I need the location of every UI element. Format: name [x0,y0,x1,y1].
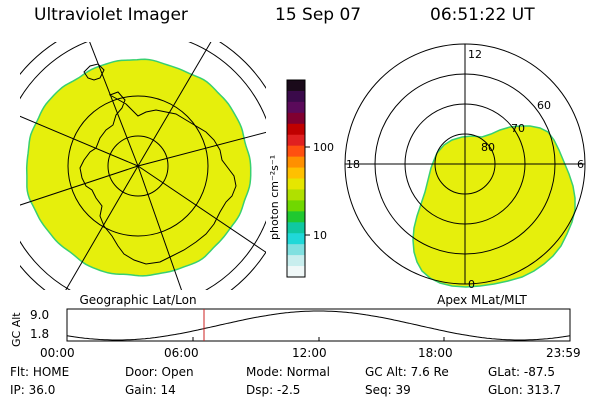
status-flt: Flt: HOME [10,365,70,379]
colorbar-tick-label-10: 10 [313,229,327,242]
apex-panel-label: Apex MLat/MLT [437,293,527,307]
status-glat: GLat: -87.5 [488,365,555,379]
date-label: 15 Sep 07 [275,5,362,25]
colorbar-unit-label: photon cm⁻²s⁻¹ [268,155,281,240]
altitude-y-tick-9: 9.0 [30,308,49,322]
status-gain: Gain: 14 [125,383,176,397]
colorbar-cells [287,80,305,278]
altitude-y-tick-1-8: 1.8 [30,327,49,341]
status-glon: GLon: 313.7 [488,383,561,397]
altitude-plot-frame [66,308,571,342]
colorbar-cell [287,90,305,103]
colorbar-tick-label-100: 100 [313,141,334,154]
status-ip: IP: 36.0 [10,383,56,397]
status-seq: Seq: 39 [365,383,411,397]
colorbar-cell [287,156,305,169]
altitude-y-label: GC Alt [10,312,23,347]
apex-mlt-label-6: 6 [577,158,584,171]
geo-meridians [20,42,266,290]
colorbar-cell [287,178,305,190]
colorbar-cell [287,233,305,245]
colorbar-cell [287,101,305,114]
apex-mlt-label-12: 12 [468,48,482,61]
colorbar-cell [287,80,305,92]
time-label: 06:51:22 UT [430,5,535,25]
colorbar-cell [287,134,305,147]
geo-coastline-peninsula [83,63,105,81]
apex-lat-label-80: 80 [481,141,495,154]
status-gc-alt: GC Alt: 7.6 Re [365,365,449,379]
colorbar-cell [287,266,305,278]
instrument-title: Ultraviolet Imager [34,5,188,25]
altitude-x-tick-label-12: 12:00 [292,346,327,360]
geo-lat-circle-2 [67,95,209,237]
altitude-x-tick-label-6: 06:00 [164,346,199,360]
altitude-x-tick-label-18: 18:00 [418,346,453,360]
colorbar-cell [287,167,305,179]
status-door: Door: Open [125,365,194,379]
colorbar-cell [287,211,305,223]
apex-mlt-label-18: 18 [346,158,360,171]
altitude-curve [66,310,571,341]
colorbar-cell [287,244,305,256]
status-mode: Mode: Normal [246,365,330,379]
apex-lat-label-60: 60 [537,99,551,112]
apex-lat-label-70: 70 [511,122,525,135]
colorbar-frame [286,79,306,278]
colorbar-cell [287,255,305,267]
colorbar-cell [287,145,305,158]
status-dsp: Dsp: -2.5 [246,383,301,397]
altitude-plot [66,308,571,342]
apex-mlt-label-0: 0 [468,278,475,291]
colorbar-cell [287,189,305,201]
altitude-x-ticks [66,337,571,341]
altitude-x-tick-label-0: 00:00 [40,346,75,360]
apex-aurora-oval [412,125,576,288]
geo-coastline [79,91,237,265]
apex-panel [344,43,586,288]
altitude-x-tick-label-23-59: 23:59 [546,346,581,360]
geo-panel [20,42,266,290]
colorbar-cell [287,123,305,136]
colorbar-cell [287,112,305,125]
colorbar: 100 10 photon cm⁻²s⁻¹ [268,79,334,278]
geo-lat-circle-1 [107,135,169,197]
geo-panel-label: Geographic Lat/Lon [79,293,196,307]
colorbar-cell [287,200,305,212]
colorbar-cell [287,222,305,234]
